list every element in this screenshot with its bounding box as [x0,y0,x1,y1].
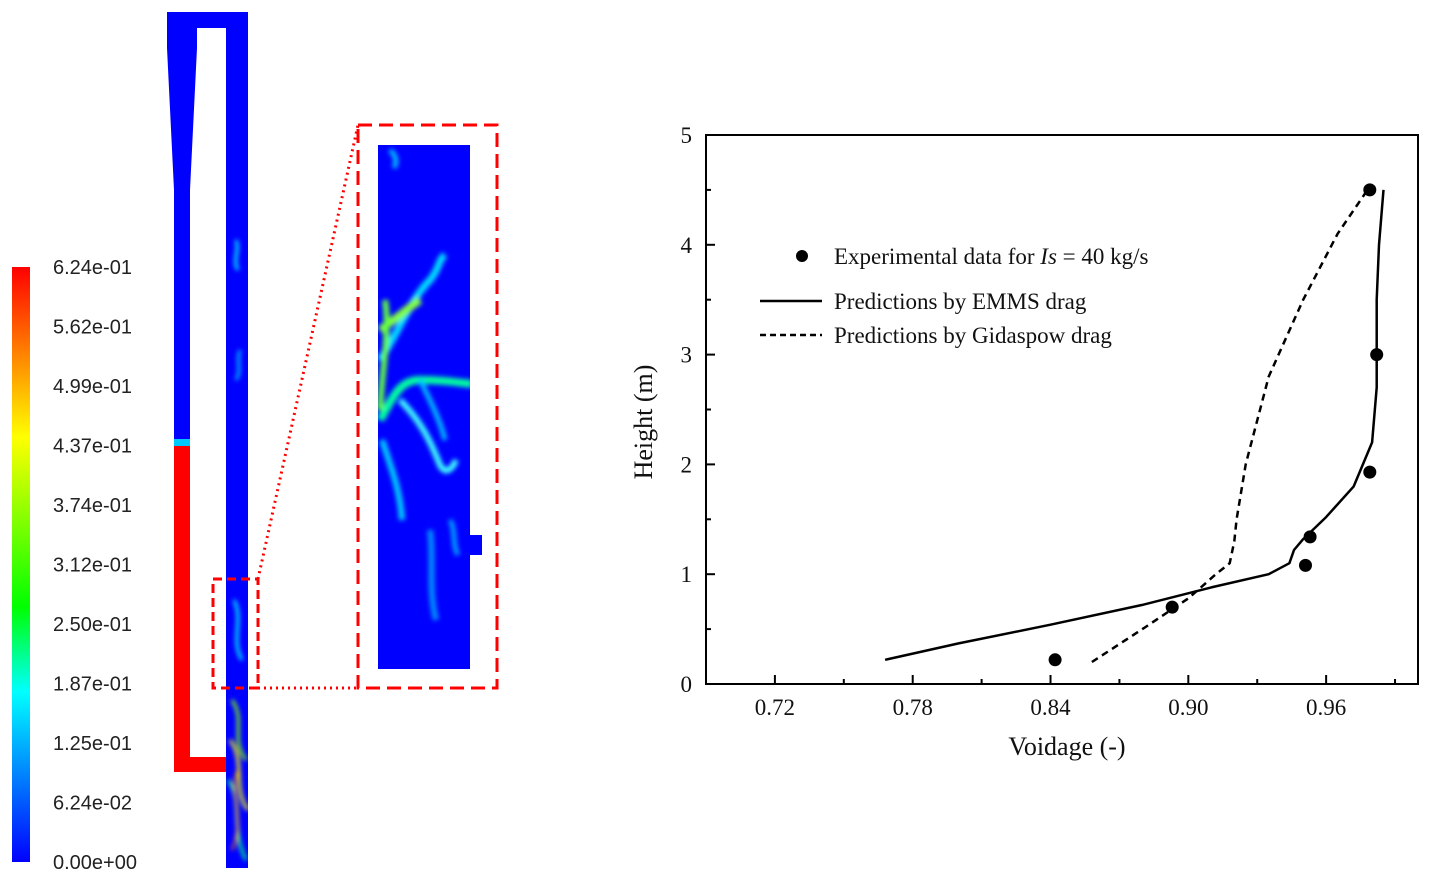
experimental-point [1370,348,1384,362]
y-tick-label: 4 [681,233,693,258]
contour-riser-streaks [226,239,248,861]
contour-interface [174,439,190,446]
experimental-point [1363,183,1377,197]
series-line-emms [884,189,1385,662]
contour-riser [226,12,248,868]
chart-x-axis-label: Voidage (-) [1008,732,1125,761]
colorbar-gradient [12,267,30,862]
zoom-region-box [211,577,260,690]
chart-plot-area [705,134,1419,685]
y-tick-label: 3 [681,343,693,368]
x-tick-label: 0.84 [1030,695,1071,720]
y-tick-label: 1 [681,562,693,587]
x-tick-label: 0.72 [755,695,795,720]
contour-standpipe-funnel [167,28,197,440]
zoom-connector-top [256,124,360,580]
chart-series [884,183,1385,667]
colorbar-tick-label: 4.99e-01 [53,376,132,398]
colorbar-tick-labels: 6.24e-01 5.62e-01 4.99e-01 4.37e-01 3.74e-01… [53,257,137,874]
colorbar-tick-label: 6.24e-02 [53,793,132,815]
legend-label-emms: Predictions by EMMS drag [834,289,1087,314]
colorbar-tick-label: 6.24e-01 [53,257,132,279]
x-tick-label: 0.78 [893,695,933,720]
chart-legend: Experimental data for Is = 40 kg/s Predi… [760,244,1149,348]
colorbar-tick-label: 2.50e-01 [53,614,132,636]
colorbar-tick-label: 5.62e-01 [53,317,132,339]
colorbar: 6.24e-01 5.62e-01 4.99e-01 4.37e-01 3.74e-01… [12,257,137,874]
chart-y-ticks: 0 1 2 3 4 5 [681,123,715,697]
colorbar-tick-label: 1.87e-01 [53,674,132,696]
colorbar-tick-label: 0.00e+00 [53,852,137,874]
y-tick-label: 0 [681,672,693,697]
y-tick-label: 5 [681,123,693,148]
experimental-point [1165,600,1179,614]
series-line-gidaspow [1091,189,1369,664]
colorbar-tick-label: 4.37e-01 [53,436,132,458]
experimental-point [1299,558,1312,572]
colorbar-tick-label: 3.12e-01 [53,555,132,577]
contour-plot [167,12,499,868]
contour-loopseal-dense-phase [174,757,226,772]
legend-label-experimental: Experimental data for Is = 40 kg/s [834,244,1149,269]
x-tick-label: 0.90 [1168,695,1208,720]
legend-marker-experimental [796,250,808,262]
legend-label-gidaspow: Predictions by Gidaspow drag [834,323,1112,348]
magnified-view [378,145,470,669]
experimental-point [1303,530,1317,544]
colorbar-tick-label: 1.25e-01 [53,733,132,755]
contour-standpipe-dense-phase [174,446,190,772]
magnified-view-frame [356,123,499,690]
chart-x-ticks: 0.72 0.78 0.84 0.90 0.96 [755,675,1397,720]
x-tick-label: 0.96 [1306,695,1346,720]
experimental-point [1048,653,1062,667]
magnified-view-streaks [378,148,470,621]
chart-y-axis-label: Height (m) [629,365,658,480]
magnified-view-outlet [470,535,482,555]
experimental-point [1363,465,1377,479]
y-tick-label: 2 [681,452,693,477]
colorbar-tick-label: 3.74e-01 [53,495,132,517]
